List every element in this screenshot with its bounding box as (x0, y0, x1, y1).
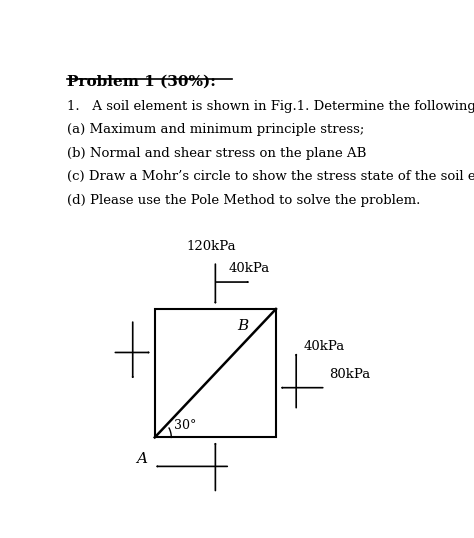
Text: 1.   A soil element is shown in Fig.1. Determine the following:: 1. A soil element is shown in Fig.1. Det… (66, 100, 474, 113)
Text: 120kPa: 120kPa (187, 240, 237, 253)
Text: 30°: 30° (174, 419, 196, 432)
Text: 40kPa: 40kPa (303, 341, 345, 353)
Text: 40kPa: 40kPa (228, 262, 270, 275)
Text: (b) Normal and shear stress on the plane AB: (b) Normal and shear stress on the plane… (66, 146, 366, 160)
Text: (c) Draw a Mohr’s circle to show the stress state of the soil element.: (c) Draw a Mohr’s circle to show the str… (66, 170, 474, 183)
Text: 80kPa: 80kPa (329, 367, 371, 381)
Text: A: A (137, 452, 147, 466)
Text: (a) Maximum and minimum principle stress;: (a) Maximum and minimum principle stress… (66, 123, 364, 137)
Bar (155, 309, 276, 437)
Text: Problem 1 (30%):: Problem 1 (30%): (66, 75, 216, 89)
Text: B: B (237, 320, 248, 334)
Text: (d) Please use the Pole Method to solve the problem.: (d) Please use the Pole Method to solve … (66, 194, 420, 207)
